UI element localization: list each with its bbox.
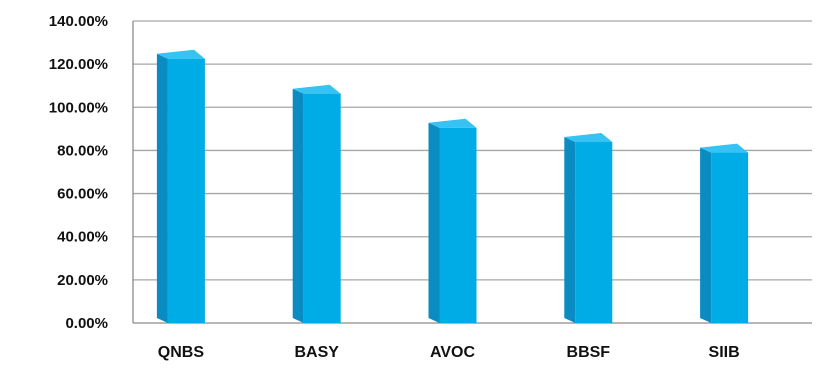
x-axis-ticks: QNBS BASY AVOC BBSF SIIB (158, 344, 740, 361)
bar-front (439, 127, 477, 324)
bar (428, 118, 477, 324)
y-tick-label: 60.00% (57, 186, 108, 203)
bar-top (428, 118, 477, 128)
bar (292, 84, 341, 324)
x-tick-label: SIIB (709, 344, 740, 361)
bar-top (292, 84, 341, 94)
bar-top (156, 49, 205, 59)
y-tick-label: 140.00% (49, 13, 108, 30)
x-tick-label: QNBS (158, 344, 205, 361)
x-tick-label: BBSF (567, 344, 611, 361)
bar-front (575, 142, 613, 323)
bar-top (564, 133, 613, 143)
bar-side (292, 88, 304, 324)
bar-front (167, 58, 205, 323)
x-tick-label: BASY (294, 344, 339, 361)
bar (156, 49, 205, 323)
y-tick-label: 20.00% (57, 272, 108, 289)
bar (700, 143, 749, 323)
bar-side (700, 147, 712, 323)
bar-side (428, 122, 440, 324)
y-tick-label: 80.00% (57, 142, 108, 159)
bar-side (156, 53, 168, 323)
bar-front (711, 152, 749, 323)
bar-side (564, 137, 576, 323)
bar-front (303, 93, 341, 324)
y-tick-label: 100.00% (49, 99, 108, 116)
y-tick-label: 120.00% (49, 56, 108, 73)
x-tick-label: AVOC (430, 344, 475, 361)
y-axis-ticks: 0.00% 20.00% 40.00% 60.00% 80.00% 100.00% 120.… (49, 13, 108, 332)
bars (156, 49, 749, 324)
y-tick-label: 0.00% (65, 315, 108, 332)
y-tick-label: 40.00% (57, 229, 108, 246)
bar (564, 133, 613, 323)
bar-top (700, 143, 749, 153)
